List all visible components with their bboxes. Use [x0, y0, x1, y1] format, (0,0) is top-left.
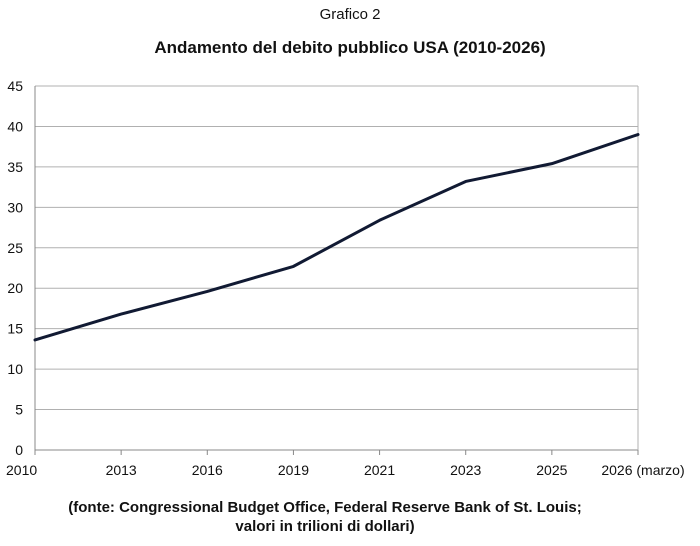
y-tick-label: 25: [7, 240, 23, 256]
x-tick-label: 2025: [536, 462, 567, 478]
source-line-1: (fonte: Congressional Budget Office, Fed…: [68, 499, 582, 516]
chart-title: Andamento del debito pubblico USA (2010-…: [154, 38, 546, 57]
source-line-2: valori in trilioni di dollari): [235, 518, 415, 535]
x-tick-label: 2010: [6, 462, 37, 478]
x-tick-label: 2021: [364, 462, 395, 478]
y-tick-label: 40: [7, 118, 23, 134]
x-tick-label: 2016: [192, 462, 223, 478]
y-tick-label: 0: [15, 442, 23, 458]
y-tick-label: 20: [7, 280, 23, 296]
y-tick-label: 15: [7, 321, 23, 337]
source-note: (fonte: Congressional Budget Office, Fed…: [0, 498, 650, 536]
x-tick-label: 2026 (marzo): [601, 462, 684, 478]
y-tick-label: 45: [7, 78, 23, 94]
y-tick-label: 10: [7, 361, 23, 377]
x-tick-label: 2013: [106, 462, 137, 478]
x-tick-label: 2019: [278, 462, 309, 478]
series-line: [33, 133, 640, 342]
y-tick-label: 35: [7, 159, 23, 175]
y-tick-label: 5: [15, 402, 23, 418]
x-tick-label: 2023: [450, 462, 481, 478]
chart-caption: Grafico 2: [319, 6, 381, 23]
y-tick-label: 30: [7, 199, 23, 215]
